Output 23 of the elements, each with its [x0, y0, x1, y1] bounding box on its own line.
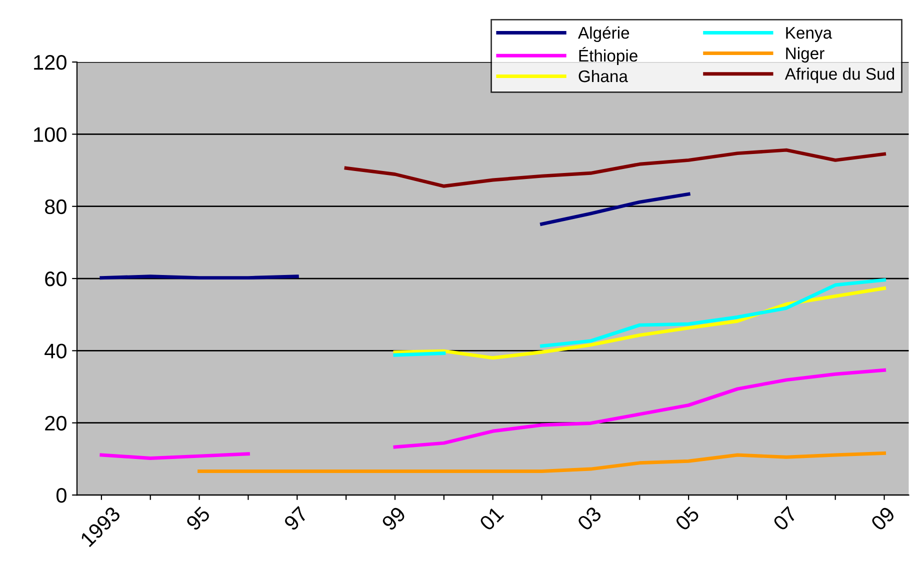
y-tick-label: 0 — [56, 488, 66, 503]
x-tick-label: 07 — [772, 506, 798, 532]
y-tick-label: 100 — [34, 127, 66, 142]
y-tick-label: 60 — [45, 272, 66, 286]
y-tick-label: 80 — [44, 199, 66, 214]
x-tick-label: 99 — [381, 506, 406, 532]
legend-label: Éthiopie — [579, 47, 638, 65]
x-tick-label: 95 — [185, 506, 211, 532]
legend-label: Niger — [786, 47, 824, 63]
x-tick-label: 01 — [478, 506, 504, 532]
x-tick-label: 09 — [870, 506, 896, 532]
x-tick-label: 97 — [283, 506, 309, 532]
y-tick-label: 20 — [45, 416, 66, 431]
legend-label: Afrique du Sud — [784, 68, 894, 84]
y-tick-label: 120 — [34, 55, 66, 70]
line-series — [344, 148, 886, 188]
line-series — [198, 451, 886, 473]
legend-label: Kenya — [786, 27, 832, 42]
x-tick-label: 05 — [674, 506, 700, 532]
x-tick-label: 03 — [576, 506, 602, 532]
legend-label: Ghana — [578, 70, 628, 82]
y-tick-label: 40 — [44, 344, 66, 358]
legend-label: Algérie — [578, 26, 630, 42]
